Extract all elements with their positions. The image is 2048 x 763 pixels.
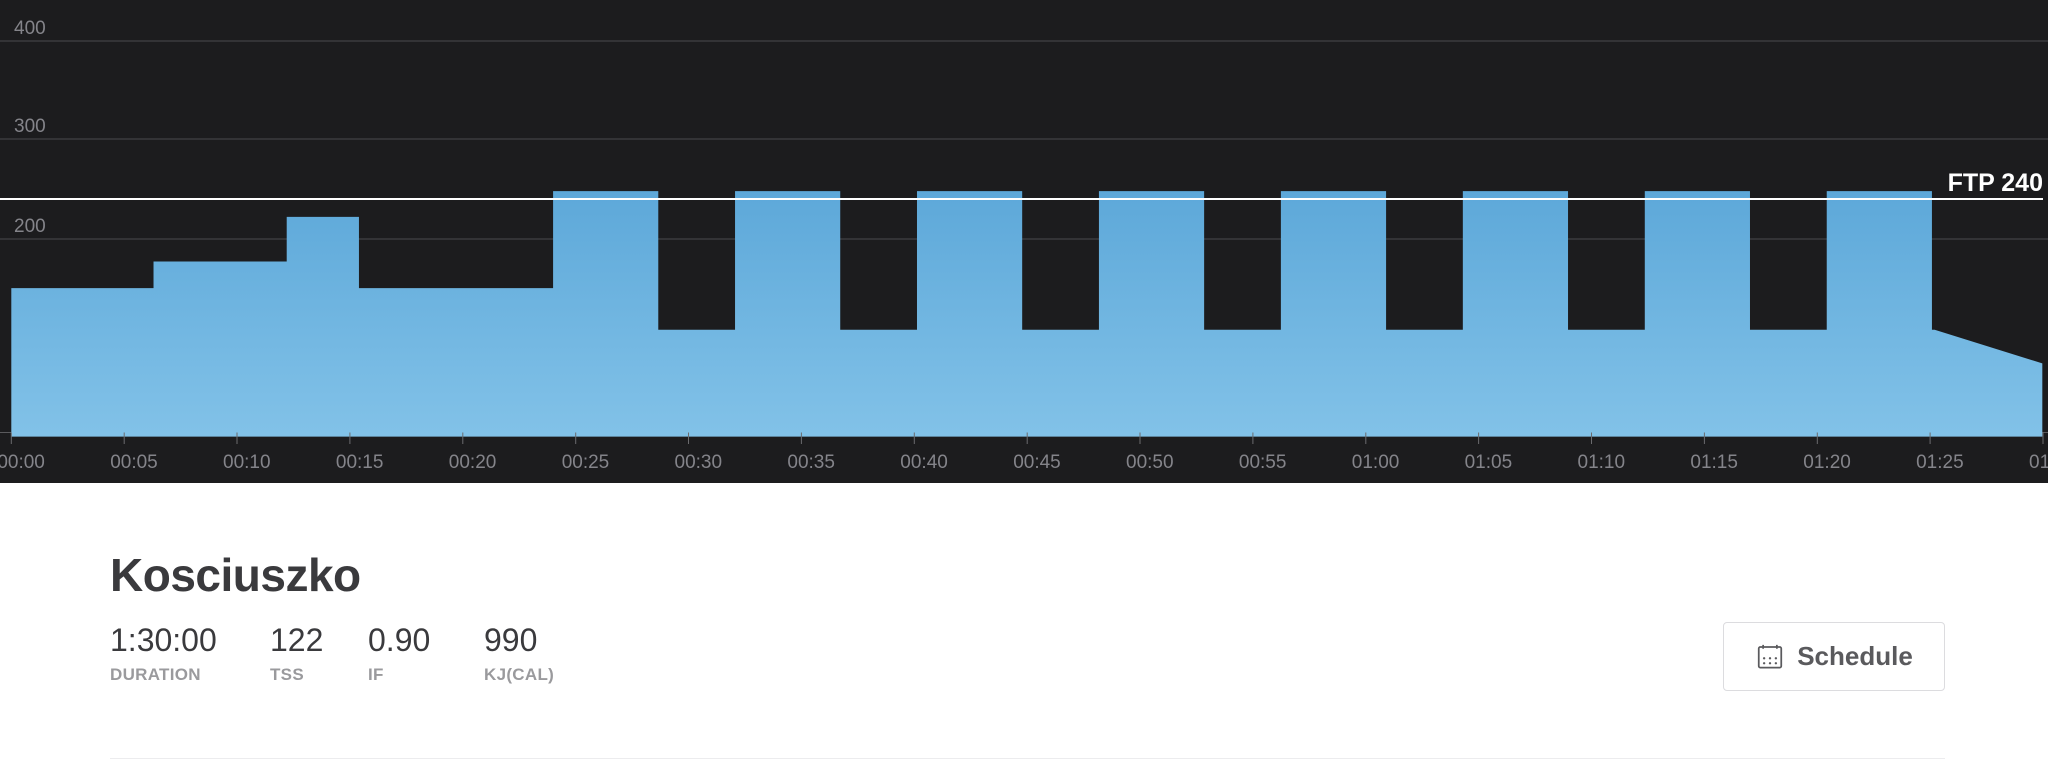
svg-text:01:00: 01:00 [1352,452,1400,473]
svg-text:01:30: 01:30 [2029,452,2048,473]
svg-text:01:20: 01:20 [1803,452,1851,473]
svg-text:FTP 240: FTP 240 [1948,169,2043,197]
svg-text:400: 400 [14,18,46,39]
svg-text:01:15: 01:15 [1690,452,1738,473]
svg-text:00:55: 00:55 [1239,452,1287,473]
svg-text:00:20: 00:20 [449,452,497,473]
svg-text:200: 200 [14,216,46,237]
svg-text:00:35: 00:35 [787,452,835,473]
svg-text:00:25: 00:25 [562,452,610,473]
svg-text:00:50: 00:50 [1126,452,1174,473]
svg-text:00:00: 00:00 [0,452,45,473]
svg-text:00:30: 00:30 [675,452,723,473]
svg-text:00:15: 00:15 [336,452,384,473]
svg-text:00:40: 00:40 [900,452,948,473]
svg-text:00:45: 00:45 [1013,452,1061,473]
svg-text:00:05: 00:05 [110,452,158,473]
svg-text:00:10: 00:10 [223,452,271,473]
svg-text:01:05: 01:05 [1465,452,1513,473]
svg-text:01:25: 01:25 [1916,452,1964,473]
svg-text:01:10: 01:10 [1578,452,1626,473]
svg-text:300: 300 [14,116,46,137]
